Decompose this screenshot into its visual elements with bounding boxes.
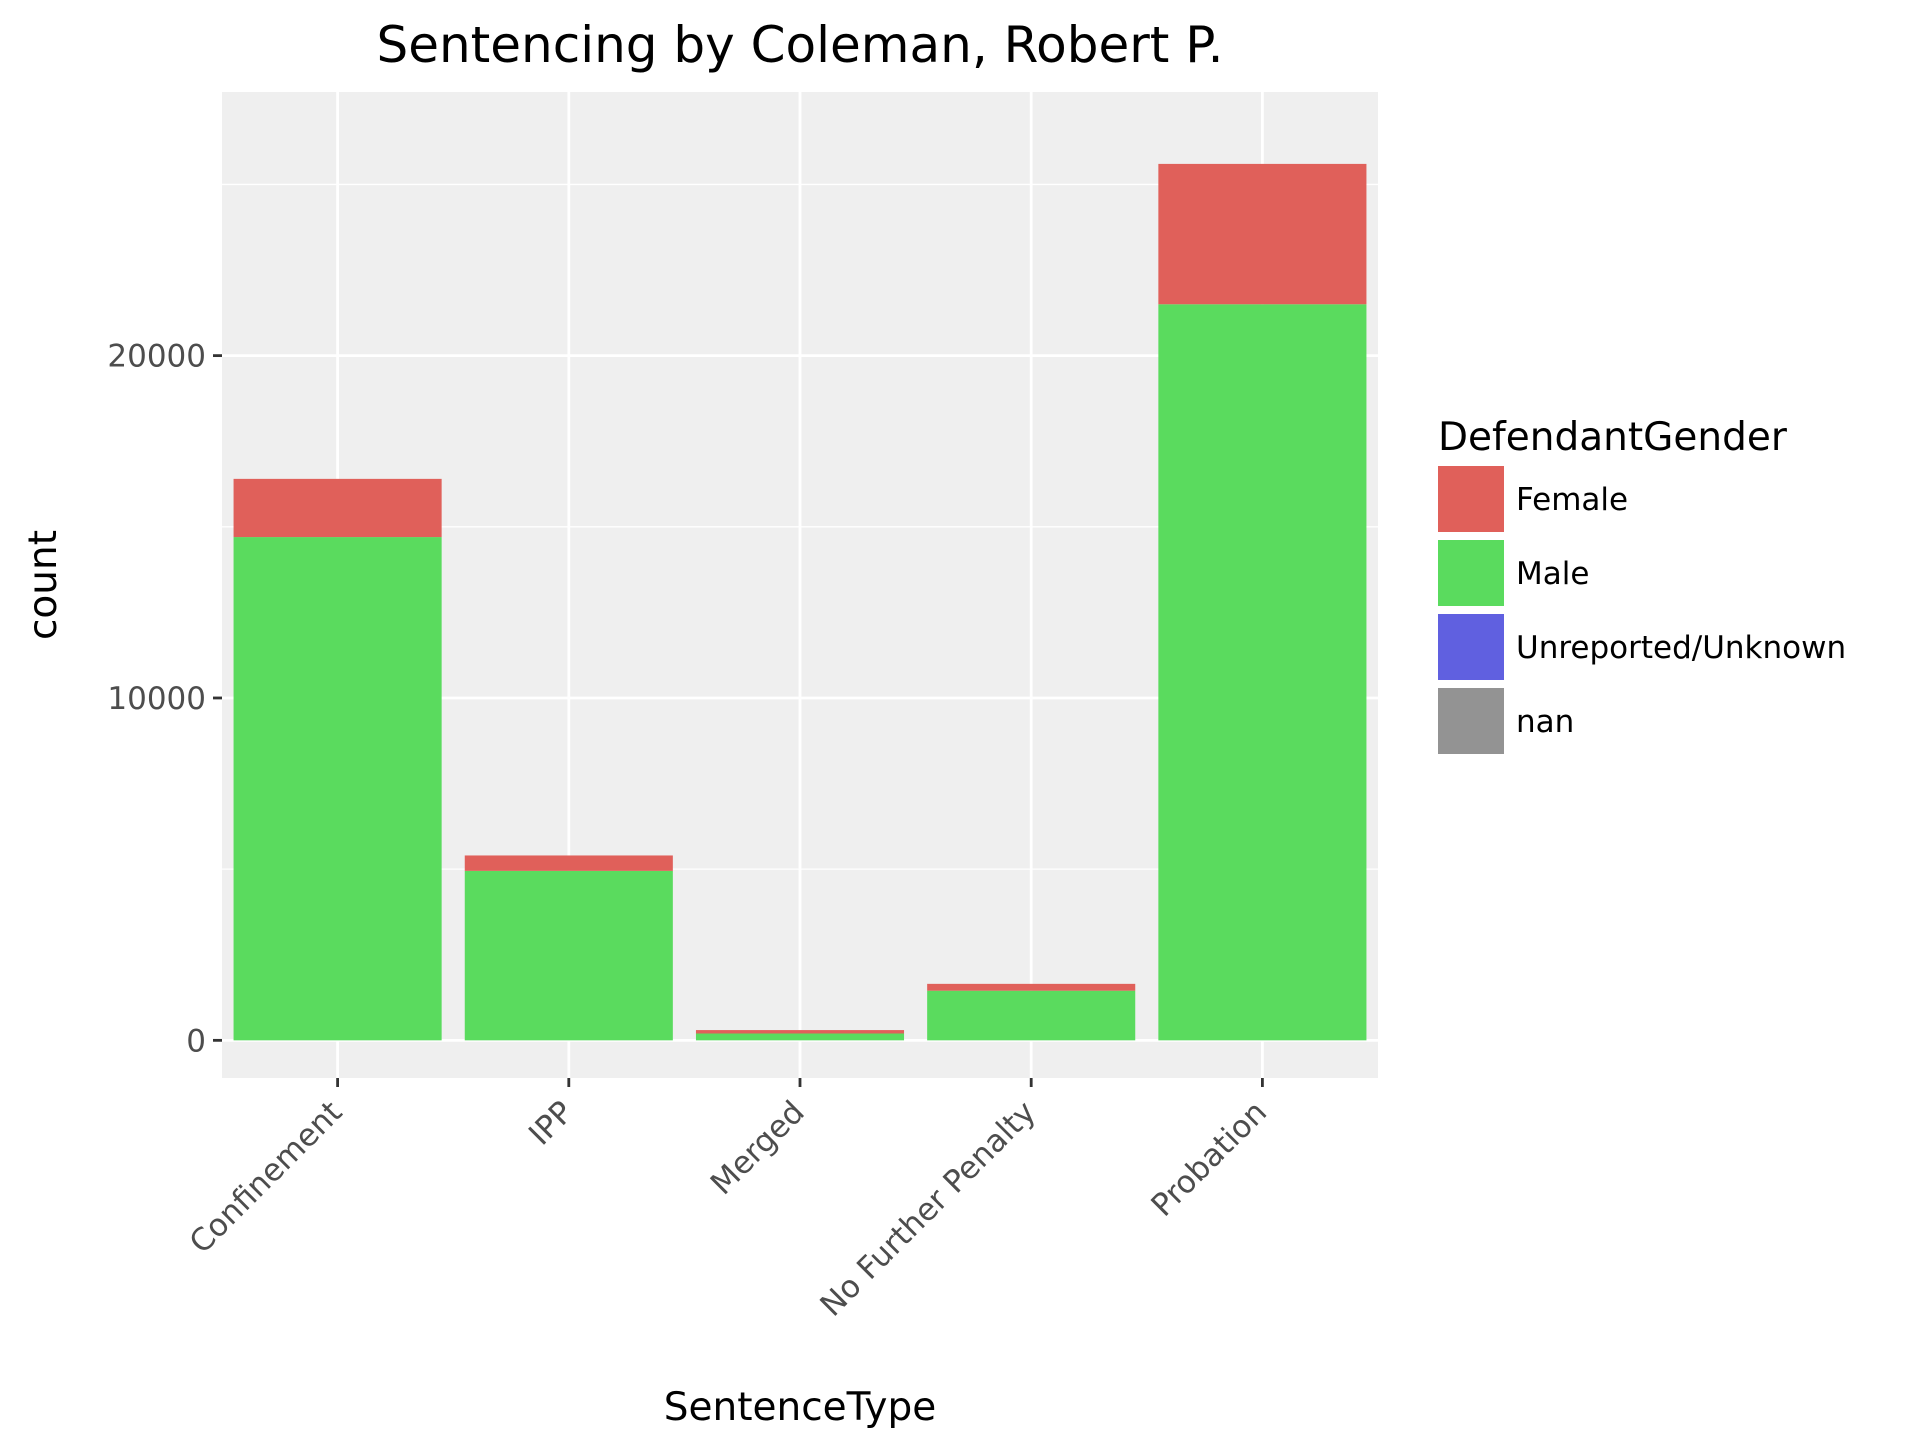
- y-axis-title: count: [21, 530, 66, 640]
- bar-segment-male: [927, 990, 1136, 1041]
- bar-segment-female: [233, 478, 442, 538]
- x-tick-label: Merged: [704, 1094, 812, 1202]
- y-tick-label: 20000: [107, 339, 206, 375]
- bars: [233, 163, 1367, 1041]
- bar-segment-male: [695, 1033, 905, 1041]
- legend-label: Female: [1516, 482, 1628, 518]
- bar-segment-male: [1158, 304, 1367, 1041]
- x-tick-label: IPP: [522, 1094, 580, 1152]
- legend-label: nan: [1516, 704, 1574, 740]
- legend: DefendantGender Female Male Unreported/Unk…: [1438, 415, 1846, 754]
- legend-title: DefendantGender: [1438, 415, 1788, 460]
- chart-title: Sentencing by Coleman, Robert P.: [376, 16, 1223, 74]
- x-axis-title: SentenceType: [664, 1385, 937, 1430]
- bar-segment-male: [233, 537, 442, 1041]
- legend-label: Unreported/Unknown: [1516, 630, 1846, 666]
- bar-segment-female: [464, 855, 673, 871]
- legend-key-unreported-unknown: [1438, 614, 1504, 680]
- bar-segment-female: [1158, 163, 1367, 305]
- bar-segment-female: [695, 1030, 905, 1034]
- legend-key-nan: [1438, 688, 1504, 754]
- legend-key-male: [1438, 540, 1504, 606]
- bar-segment-female: [927, 983, 1136, 991]
- y-tick-label: 0: [186, 1023, 206, 1059]
- legend-label: Male: [1516, 556, 1589, 592]
- legend-key-female: [1438, 466, 1504, 532]
- x-tick-label: Probation: [1144, 1094, 1274, 1224]
- x-tick-label: Confinement: [183, 1094, 350, 1261]
- bar-segment-male: [464, 870, 673, 1041]
- y-tick-label: 10000: [107, 681, 206, 717]
- x-tick-label: No Further Penalty: [813, 1094, 1042, 1323]
